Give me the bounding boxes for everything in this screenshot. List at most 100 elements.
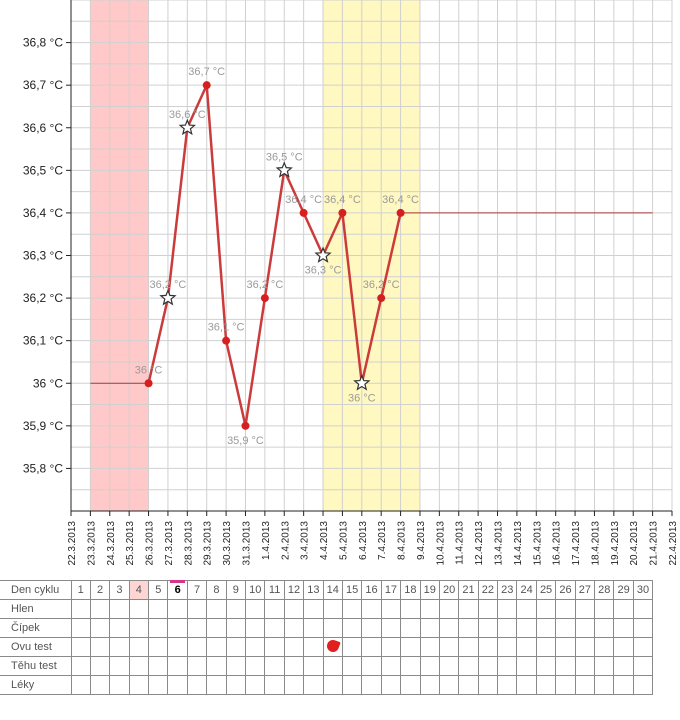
cycle-cell[interactable] [225,675,247,695]
cycle-cell[interactable] [186,618,208,638]
cycle-cell[interactable] [70,656,91,676]
cycle-cell[interactable] [613,675,634,695]
cycle-day-20[interactable]: 20 [438,580,460,600]
cycle-cell[interactable] [555,675,576,695]
cycle-cell[interactable] [594,656,615,676]
cycle-cell[interactable] [632,656,654,676]
cycle-cell[interactable] [516,656,537,676]
cycle-cell[interactable] [148,637,169,657]
cycle-cell[interactable] [400,599,421,619]
cycle-cell[interactable] [380,599,402,619]
cycle-cell[interactable] [89,618,111,638]
cycle-cell[interactable] [167,675,188,695]
cycle-cell[interactable] [574,618,596,638]
cycle-cell[interactable] [341,599,363,619]
cycle-cell[interactable] [128,637,150,657]
cycle-cell[interactable] [380,618,402,638]
cycle-cell[interactable] [458,618,479,638]
cycle-cell[interactable] [109,656,130,676]
cycle-cell[interactable] [419,618,440,638]
cycle-cell[interactable] [322,637,343,657]
cycle-cell[interactable] [477,656,499,676]
cycle-cell[interactable] [245,656,266,676]
cycle-cell[interactable] [419,656,440,676]
cycle-cell[interactable] [89,656,111,676]
cycle-cell[interactable] [322,675,343,695]
cycle-cell[interactable] [70,618,91,638]
cycle-cell[interactable] [89,675,111,695]
cycle-cell[interactable] [555,637,576,657]
cycle-cell[interactable] [283,637,305,657]
cycle-cell[interactable] [206,656,227,676]
cycle-cell[interactable] [613,599,634,619]
cycle-cell[interactable] [206,675,227,695]
cycle-cell[interactable] [613,618,634,638]
cycle-cell[interactable] [458,599,479,619]
cycle-day-30[interactable]: 30 [632,580,654,600]
cycle-cell[interactable] [109,599,130,619]
cycle-cell[interactable] [70,637,91,657]
cycle-cell[interactable] [361,675,382,695]
cycle-cell[interactable] [283,618,305,638]
cycle-day-28[interactable]: 28 [594,580,615,600]
cycle-cell[interactable] [497,675,518,695]
cycle-cell[interactable] [225,599,247,619]
cycle-cell[interactable] [206,637,227,657]
cycle-cell[interactable] [264,675,285,695]
cycle-cell[interactable] [283,599,305,619]
cycle-day-14[interactable]: 14 [322,580,343,600]
cycle-cell[interactable] [632,599,654,619]
cycle-cell[interactable] [438,599,460,619]
cycle-cell[interactable] [400,637,421,657]
cycle-cell[interactable] [148,675,169,695]
cycle-cell[interactable] [419,599,440,619]
cycle-cell[interactable] [361,618,382,638]
cycle-cell[interactable] [594,599,615,619]
cycle-cell[interactable] [380,656,402,676]
cycle-cell[interactable] [632,618,654,638]
cycle-day-22[interactable]: 22 [477,580,499,600]
cycle-cell[interactable] [303,656,324,676]
cycle-cell[interactable] [555,599,576,619]
cycle-cell[interactable] [419,675,440,695]
cycle-day-24[interactable]: 24 [516,580,537,600]
cycle-cell[interactable] [322,599,343,619]
cycle-day-3[interactable]: 3 [109,580,130,600]
cycle-cell[interactable] [419,637,440,657]
cycle-cell[interactable] [128,675,150,695]
cycle-cell[interactable] [535,599,557,619]
cycle-day-29[interactable]: 29 [613,580,634,600]
cycle-cell[interactable] [206,599,227,619]
cycle-cell[interactable] [322,618,343,638]
cycle-cell[interactable] [477,637,499,657]
cycle-cell[interactable] [167,656,188,676]
cycle-cell[interactable] [283,656,305,676]
cycle-day-9[interactable]: 9 [225,580,247,600]
cycle-cell[interactable] [245,637,266,657]
cycle-cell[interactable] [380,637,402,657]
cycle-cell[interactable] [438,656,460,676]
cycle-cell[interactable] [225,637,247,657]
cycle-cell[interactable] [574,675,596,695]
cycle-cell[interactable] [497,618,518,638]
cycle-cell[interactable] [516,675,537,695]
cycle-cell[interactable] [283,675,305,695]
cycle-day-18[interactable]: 18 [400,580,421,600]
cycle-cell[interactable] [497,637,518,657]
cycle-cell[interactable] [477,599,499,619]
cycle-cell[interactable] [535,618,557,638]
cycle-day-2[interactable]: 2 [89,580,111,600]
cycle-cell[interactable] [303,675,324,695]
cycle-cell[interactable] [555,618,576,638]
cycle-cell[interactable] [128,599,150,619]
cycle-cell[interactable] [535,656,557,676]
cycle-cell[interactable] [225,656,247,676]
cycle-cell[interactable] [516,618,537,638]
cycle-cell[interactable] [380,675,402,695]
cycle-cell[interactable] [632,675,654,695]
cycle-cell[interactable] [516,637,537,657]
cycle-cell[interactable] [148,656,169,676]
cycle-cell[interactable] [535,637,557,657]
cycle-cell[interactable] [148,599,169,619]
cycle-cell[interactable] [128,618,150,638]
